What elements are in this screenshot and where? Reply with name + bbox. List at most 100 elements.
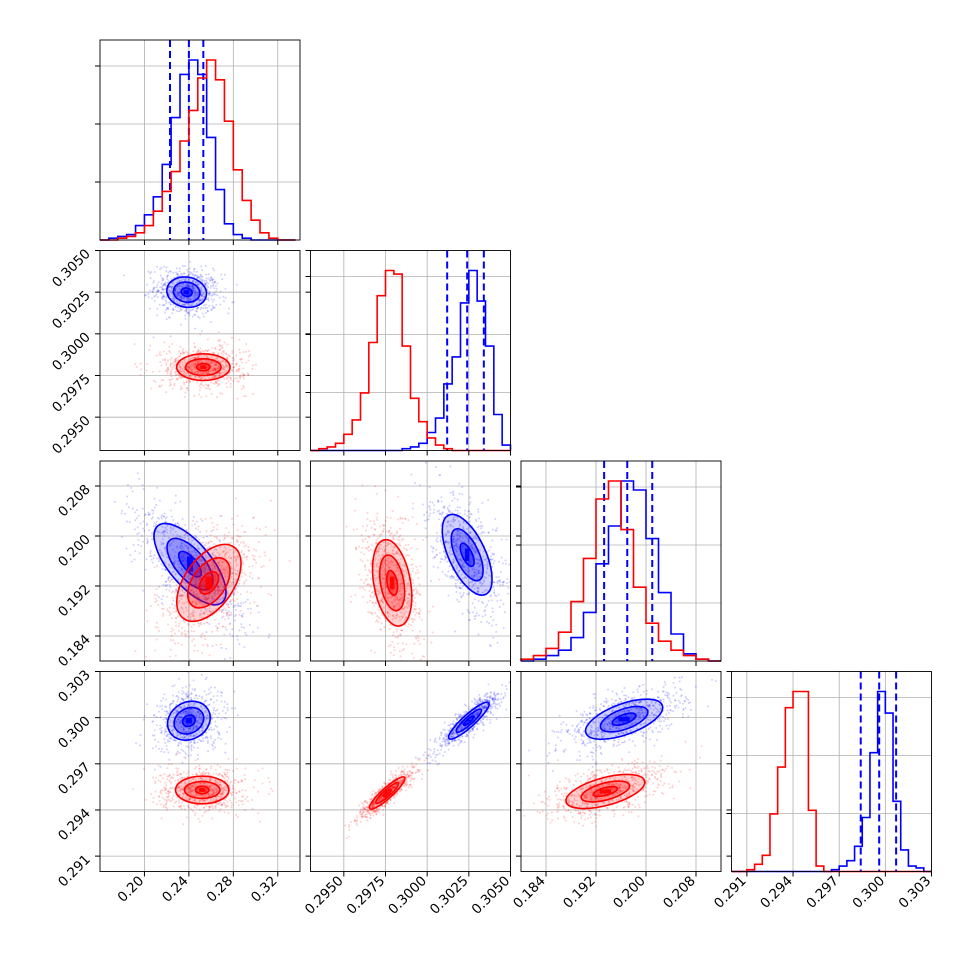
scatter-point — [164, 341, 166, 343]
scatter-point — [191, 693, 193, 695]
scatter-point — [627, 696, 629, 698]
scatter-point — [225, 297, 227, 299]
scatter-point — [507, 593, 509, 595]
scatter-point — [605, 701, 607, 703]
density-peak — [466, 720, 472, 722]
scatter-point — [433, 748, 435, 750]
scatter-point — [239, 377, 241, 379]
scatter-point — [428, 748, 430, 750]
scatter-point — [231, 707, 233, 709]
scatter-point — [434, 739, 436, 741]
scatter-point — [199, 389, 201, 391]
panel-group — [410, 462, 538, 647]
scatter-point — [163, 515, 165, 517]
scatter-point — [134, 519, 136, 521]
scatter-point — [179, 355, 181, 357]
scatter-point — [646, 731, 648, 733]
scatter-point — [129, 554, 131, 556]
scatter-point — [637, 688, 639, 690]
scatter-point — [615, 692, 617, 694]
scatter-point — [594, 693, 596, 695]
scatter-point — [426, 537, 428, 539]
scatter-point — [165, 714, 167, 716]
scatter-point — [492, 607, 494, 609]
scatter-point — [492, 714, 494, 716]
scatter-point — [238, 380, 240, 382]
scatter-point — [208, 300, 210, 302]
scatter-point — [587, 738, 589, 740]
scatter-point — [449, 727, 451, 729]
scatter-point — [245, 601, 247, 603]
scatter-point — [163, 751, 165, 753]
scatter-point — [432, 546, 434, 548]
scatter-point — [467, 609, 469, 611]
scatter-point — [220, 347, 222, 349]
scatter-point — [167, 579, 169, 581]
scatter-point — [166, 279, 168, 281]
scatter-point — [225, 717, 227, 719]
scatter-point — [499, 606, 501, 608]
scatter-point — [132, 490, 134, 492]
scatter-point — [220, 274, 222, 276]
scatter-point — [144, 294, 146, 296]
scatter-point — [221, 278, 223, 280]
scatter-point — [149, 552, 151, 554]
scatter-point — [202, 663, 204, 665]
scatter-point — [679, 680, 681, 682]
scatter-point — [485, 693, 487, 695]
scatter-point — [234, 378, 236, 380]
scatter-point — [171, 343, 173, 345]
scatter-point — [204, 690, 206, 692]
scatter-point — [143, 719, 145, 721]
scatter-point — [126, 496, 128, 498]
scatter-point — [225, 609, 227, 611]
scatter-point — [233, 606, 235, 608]
scatter-point — [182, 762, 184, 764]
scatter-point — [226, 386, 228, 388]
scatter-point — [497, 707, 499, 709]
scatter-point — [130, 487, 132, 489]
scatter-point — [245, 351, 247, 353]
scatter-point — [512, 688, 514, 690]
scatter-point — [189, 271, 191, 273]
scatter-point — [225, 743, 227, 745]
scatter-point — [175, 373, 177, 375]
scatter-point — [162, 697, 164, 699]
scatter-point — [494, 582, 496, 584]
scatter-point — [162, 584, 164, 586]
scatter-point — [216, 288, 218, 290]
scatter-point — [152, 282, 154, 284]
scatter-point — [439, 552, 441, 554]
scatter-point — [148, 514, 150, 516]
scatter-point — [681, 676, 683, 678]
scatter-point — [148, 349, 150, 351]
scatter-point — [483, 531, 485, 533]
scatter-point — [159, 705, 161, 707]
scatter-point — [440, 539, 442, 541]
scatter-point — [475, 520, 477, 522]
scatter-point — [213, 695, 215, 697]
scatter-point — [212, 748, 214, 750]
scatter-point — [226, 356, 228, 358]
scatter-point — [582, 724, 584, 726]
scatter-point — [614, 703, 616, 705]
scatter-point — [169, 705, 171, 707]
scatter-point — [240, 602, 242, 604]
density-peak — [186, 718, 192, 723]
scatter-point — [442, 511, 444, 513]
scatter-point — [412, 507, 414, 509]
scatter-point — [236, 377, 238, 379]
scatter-point — [201, 697, 203, 699]
scatter-point — [252, 393, 254, 395]
scatter-point — [575, 741, 577, 743]
scatter-point — [159, 500, 161, 502]
scatter-point — [189, 381, 191, 383]
scatter-point — [177, 698, 179, 700]
scatter-point — [183, 692, 185, 694]
scatter-point — [637, 691, 639, 693]
scatter-point — [474, 598, 476, 600]
scatter-point — [166, 584, 168, 586]
scatter-point — [461, 741, 463, 743]
scatter-point — [205, 631, 207, 633]
scatter-point — [458, 738, 460, 740]
